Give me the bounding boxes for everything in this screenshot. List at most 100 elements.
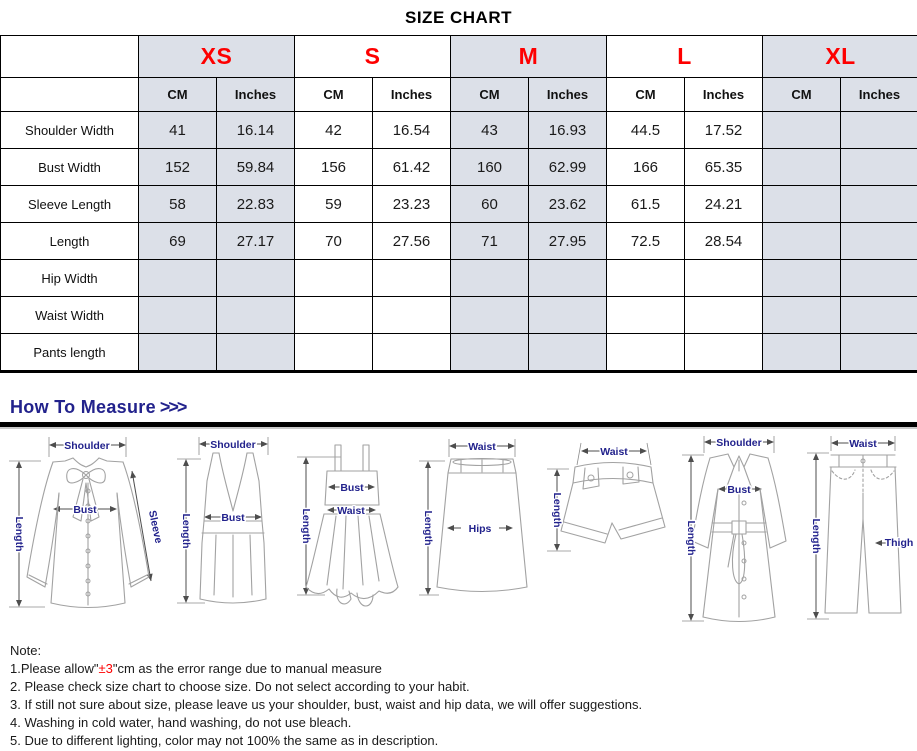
- shoulder-label: Shoulder: [64, 440, 110, 452]
- size-header-row: XS S M L XL: [0, 35, 917, 78]
- value-cell: [138, 259, 217, 297]
- waist-label: Waist: [849, 438, 877, 450]
- row-label: Sleeve Length: [0, 185, 139, 223]
- shoulder-label: Shoulder: [716, 437, 762, 449]
- thigh-label: Thigh: [885, 537, 914, 549]
- length-label: Length: [13, 517, 25, 552]
- unit-header-inches: Inches: [840, 77, 917, 112]
- unit-header-row: CM Inches CM Inches CM Inches CM Inches …: [0, 77, 917, 112]
- corner-cell: [0, 35, 139, 78]
- value-cell: [840, 222, 917, 260]
- size-header-xl: XL: [762, 35, 917, 78]
- size-header-l: L: [606, 35, 764, 78]
- value-cell: [294, 259, 373, 297]
- unit-header-cm: CM: [762, 77, 842, 112]
- measure-arrows: [177, 437, 269, 604]
- value-cell: 69: [138, 222, 217, 260]
- value-cell: 166: [606, 148, 686, 186]
- unit-header-cm: CM: [138, 77, 217, 112]
- shoulder-label: Shoulder: [210, 439, 256, 451]
- figure-tank-top: Shoulder Bust Length: [177, 437, 269, 604]
- unit-header-inches: Inches: [684, 77, 764, 112]
- value-cell: 43: [450, 111, 529, 149]
- value-cell: [762, 111, 842, 149]
- value-cell: 65.35: [684, 148, 764, 186]
- value-cell: 71: [450, 222, 529, 260]
- value-cell: [762, 259, 842, 297]
- length-label: Length: [422, 511, 434, 546]
- value-cell: 17.52: [684, 111, 764, 149]
- value-cell: [606, 259, 686, 297]
- value-cell: [840, 333, 917, 372]
- note-text: 4. Washing in cold water, hand washing, …: [10, 715, 352, 730]
- value-cell: [840, 185, 917, 223]
- size-table-body: Shoulder Width 41 16.14 42 16.54 43 16.93 44.5 1…: [0, 111, 917, 372]
- value-cell: [372, 296, 451, 334]
- figure-shorts: Waist Length: [547, 442, 666, 552]
- notes-list: 1.Please allow"±3"cm as the error range …: [10, 660, 907, 750]
- value-cell: [527, 296, 608, 334]
- measure-arrows: [419, 439, 516, 596]
- heading-text: How To Measure: [10, 397, 156, 417]
- value-cell: [762, 333, 842, 372]
- value-cell: 41: [138, 111, 217, 149]
- value-cell: [450, 259, 529, 297]
- value-cell: 28.54: [684, 222, 764, 260]
- value-cell: 61.5: [606, 185, 686, 223]
- sleeve-label: Sleeve: [146, 509, 165, 544]
- waist-label: Waist: [337, 505, 365, 517]
- value-cell: [216, 259, 295, 297]
- row-label: Hip Width: [0, 259, 139, 297]
- bust-label: Bust: [340, 482, 364, 494]
- garment-drawing: [436, 457, 528, 593]
- table-row: Waist Width: [0, 296, 917, 334]
- value-cell: [138, 333, 217, 372]
- notes-title: Note:: [10, 643, 42, 658]
- value-cell: [216, 333, 295, 372]
- garment-drawing: [199, 452, 267, 604]
- size-chart-table: XS S M L XL CM Inches CM Inches CM Inche…: [0, 35, 917, 373]
- length-label: Length: [300, 509, 312, 544]
- unit-header-inches: Inches: [527, 77, 608, 112]
- note-text: 3. If still not sure about size, please …: [10, 697, 643, 712]
- measure-arrows: [547, 442, 652, 552]
- bust-label: Bust: [221, 512, 245, 524]
- value-cell: 27.17: [216, 222, 295, 260]
- section-divider: [0, 422, 917, 429]
- value-cell: 42: [294, 111, 373, 149]
- value-cell: [450, 333, 529, 372]
- value-cell: 58: [138, 185, 217, 223]
- row-label: Waist Width: [0, 296, 139, 334]
- row-label: Pants length: [0, 333, 139, 372]
- value-cell: 23.23: [372, 185, 451, 223]
- value-cell: [840, 296, 917, 334]
- value-cell: [762, 222, 842, 260]
- value-cell: [840, 111, 917, 149]
- figure-coat: Shoulder Bust Length: [682, 435, 787, 622]
- note-line: 4. Washing in cold water, hand washing, …: [10, 714, 907, 732]
- page-title: SIZE CHART: [405, 8, 512, 27]
- value-cell: [840, 259, 917, 297]
- value-cell: 44.5: [606, 111, 686, 149]
- unit-header-cm: CM: [450, 77, 529, 112]
- value-cell: [840, 148, 917, 186]
- table-row: Shoulder Width 41 16.14 42 16.54 43 16.93 44.5 1…: [0, 111, 917, 149]
- value-cell: [527, 259, 608, 297]
- table-row: Pants length: [0, 333, 917, 372]
- how-to-measure-heading: How To Measure >>>: [10, 397, 917, 418]
- unit-header-inches: Inches: [372, 77, 451, 112]
- figure-blouse: Shoulder Bust Sleeve Length: [9, 437, 166, 608]
- value-cell: [216, 296, 295, 334]
- value-cell: [762, 148, 842, 186]
- value-cell: 22.83: [216, 185, 295, 223]
- garment-drawing: [26, 457, 150, 608]
- size-header-m: M: [449, 35, 608, 78]
- garment-drawing: [560, 462, 666, 544]
- size-header-s: S: [294, 35, 451, 78]
- unit-header-cm: CM: [294, 77, 373, 112]
- note-text: 2. Please check size chart to choose siz…: [10, 679, 470, 694]
- value-cell: 23.62: [527, 185, 608, 223]
- unit-header-inches: Inches: [216, 77, 295, 112]
- length-label: Length: [551, 493, 563, 528]
- value-cell: [762, 185, 842, 223]
